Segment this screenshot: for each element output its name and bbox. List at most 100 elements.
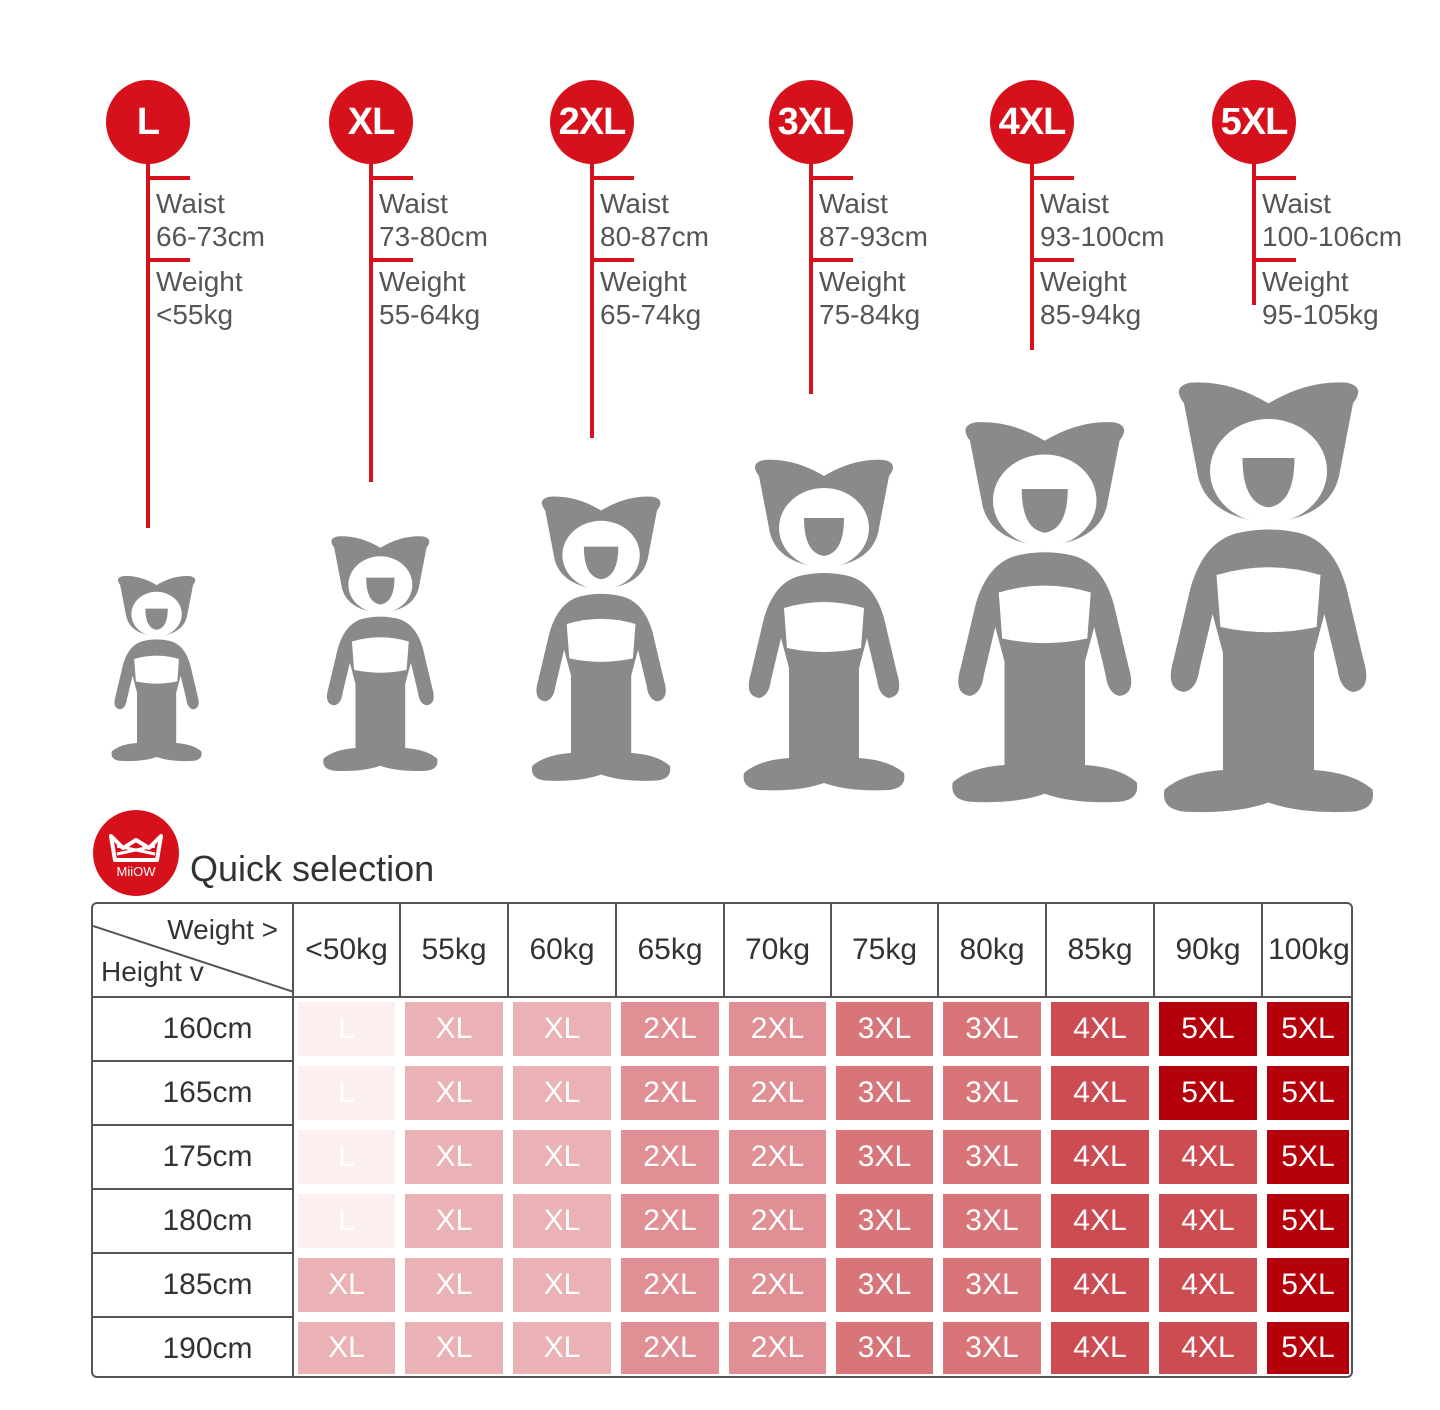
quick-selection-title: Quick selection: [190, 848, 435, 889]
size-measurements: Waist 73-80cm Weight 55-64kg: [379, 187, 488, 331]
size-cell: 4XL: [1155, 1318, 1263, 1376]
size-table: Weight > Height v <50kg 55kg 60kg 65kg 70kg 7…: [91, 902, 1353, 1378]
waist-label: Waist: [1262, 188, 1331, 219]
corner-height-label: Height v: [101, 956, 204, 987]
size-badge-4xl: 4XL: [990, 80, 1074, 164]
size-cell: 2XL: [725, 1318, 832, 1376]
size-cell: 5XL: [1263, 1190, 1351, 1254]
weight-header: 85kg: [1047, 904, 1155, 998]
weight-value: 95-105kg: [1262, 299, 1379, 330]
size-line: [369, 160, 373, 482]
size-cell-label: 4XL: [1051, 1002, 1149, 1056]
weight-value: 65-74kg: [600, 299, 702, 330]
size-tick: [148, 176, 190, 180]
weight-header: 60kg: [509, 904, 617, 998]
size-cell: 4XL: [1047, 998, 1155, 1062]
size-cell: 3XL: [832, 1318, 939, 1376]
size-cell: 3XL: [832, 1190, 939, 1254]
size-cell: 4XL: [1047, 1190, 1155, 1254]
size-cell-label: 5XL: [1159, 1002, 1257, 1056]
size-cell: L: [294, 998, 401, 1062]
size-cell-label: 2XL: [729, 1258, 826, 1312]
weight-label: Weight: [1040, 266, 1127, 297]
size-badge-xl: XL: [329, 80, 413, 164]
size-line: [1030, 160, 1034, 350]
waist-label: Waist: [600, 188, 669, 219]
size-cell: 2XL: [725, 1126, 832, 1190]
weight-label: Weight: [156, 266, 243, 297]
size-cell-label: XL: [513, 1130, 611, 1184]
size-cell-label: 3XL: [836, 1194, 933, 1248]
size-cell-label: 3XL: [836, 1322, 933, 1374]
size-cell-label: XL: [513, 1322, 611, 1374]
waist-value: 73-80cm: [379, 221, 488, 252]
size-tick: [371, 258, 413, 262]
size-cell: 2XL: [725, 1254, 832, 1318]
weight-value: 85-94kg: [1040, 299, 1142, 330]
height-header: 190cm: [93, 1318, 294, 1376]
size-cell-label: 2XL: [621, 1258, 719, 1312]
size-cell-label: XL: [405, 1322, 503, 1374]
size-cell-label: 2XL: [729, 1002, 826, 1056]
size-cell: 5XL: [1263, 1062, 1351, 1126]
size-cell: 3XL: [832, 998, 939, 1062]
weight-header: 65kg: [617, 904, 725, 998]
size-cell-label: 5XL: [1267, 1194, 1349, 1248]
body-figure-icon: [320, 535, 441, 776]
size-cell: L: [294, 1190, 401, 1254]
size-tick: [1032, 258, 1074, 262]
size-cell-label: 2XL: [621, 1002, 719, 1056]
size-measurements: Waist 93-100cm Weight 85-94kg: [1040, 187, 1165, 331]
size-cell: 4XL: [1047, 1318, 1155, 1376]
size-cell: XL: [509, 1126, 617, 1190]
weight-header: 80kg: [939, 904, 1047, 998]
size-cell: XL: [509, 1318, 617, 1376]
size-cell: 5XL: [1263, 1318, 1351, 1376]
size-cell-label: XL: [513, 1002, 611, 1056]
size-cell-label: 2XL: [621, 1194, 719, 1248]
size-cell: XL: [509, 1062, 617, 1126]
size-tick: [1032, 176, 1074, 180]
size-cell: 4XL: [1047, 1062, 1155, 1126]
waist-label: Waist: [1040, 188, 1109, 219]
size-badge-2xl: 2XL: [550, 80, 634, 164]
waist-label: Waist: [156, 188, 225, 219]
size-tick: [811, 176, 853, 180]
weight-label: Weight: [1262, 266, 1349, 297]
size-cell-label: XL: [513, 1066, 611, 1120]
size-cell: XL: [509, 1190, 617, 1254]
weight-header: 75kg: [832, 904, 939, 998]
weight-label: Weight: [600, 266, 687, 297]
size-cell-label: 4XL: [1051, 1258, 1149, 1312]
size-cell-label: 3XL: [836, 1002, 933, 1056]
weight-header: 55kg: [401, 904, 509, 998]
size-tick: [371, 176, 413, 180]
size-cell: 4XL: [1047, 1126, 1155, 1190]
height-header: 180cm: [93, 1190, 294, 1254]
size-cell-label: 3XL: [836, 1066, 933, 1120]
size-cell-label: 2XL: [729, 1066, 826, 1120]
body-figure-icon: [947, 420, 1143, 811]
size-measurements: Waist 66-73cm Weight <55kg: [156, 187, 265, 331]
size-cell-label: XL: [405, 1130, 503, 1184]
weight-value: 75-84kg: [819, 299, 921, 330]
size-cell-label: XL: [405, 1066, 503, 1120]
size-cell: XL: [294, 1318, 401, 1376]
size-cell-label: 3XL: [943, 1258, 1041, 1312]
size-cell: XL: [509, 1254, 617, 1318]
size-cell: 5XL: [1263, 998, 1351, 1062]
height-header: 165cm: [93, 1062, 294, 1126]
size-cell: 5XL: [1263, 1254, 1351, 1318]
body-figure-icon: [109, 575, 204, 765]
size-cell: XL: [401, 1062, 509, 1126]
size-measurements: Waist 100-106cm Weight 95-105kg: [1262, 187, 1402, 331]
size-cell-label: 4XL: [1051, 1066, 1149, 1120]
size-cell-label: 3XL: [943, 1194, 1041, 1248]
size-cell: 2XL: [617, 998, 725, 1062]
size-cell: 3XL: [832, 1126, 939, 1190]
weight-value: 55-64kg: [379, 299, 481, 330]
size-tick: [592, 176, 634, 180]
size-cell: L: [294, 1126, 401, 1190]
waist-label: Waist: [819, 188, 888, 219]
body-figure-icon: [528, 495, 674, 787]
